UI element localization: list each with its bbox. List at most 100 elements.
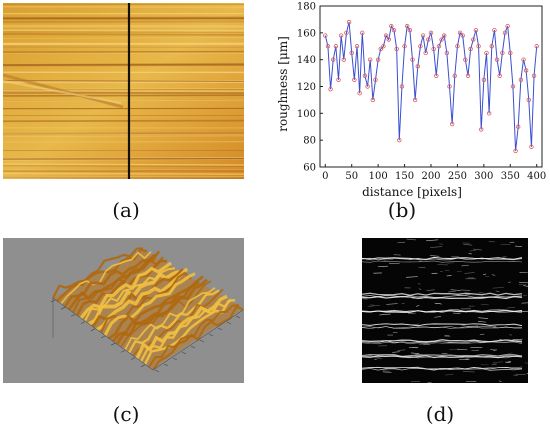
data-point: [518, 77, 524, 82]
data-point: [508, 50, 513, 56]
data-point: [465, 73, 471, 78]
data-point: [468, 46, 473, 52]
data-point: [412, 97, 418, 103]
binary-edge-image: [361, 238, 537, 384]
data-point: [431, 46, 436, 52]
y-axis-label: roughness [μm]: [276, 36, 290, 132]
data-point: [481, 77, 487, 82]
data-point: [531, 73, 537, 78]
data-point: [383, 33, 389, 38]
surface-3d-panel: [3, 238, 244, 383]
data-point: [333, 44, 339, 49]
data-point: [349, 50, 354, 56]
data-point: [505, 23, 510, 29]
data-point: [449, 121, 455, 127]
data-point: [338, 33, 344, 38]
data-point: [365, 84, 370, 89]
data-point: [336, 77, 341, 82]
plot-frame: [319, 5, 543, 168]
y-tick-label: 140: [297, 55, 316, 66]
data-point: [344, 30, 349, 36]
data-point: [523, 68, 529, 73]
data-point: [484, 50, 489, 56]
data-point: [360, 30, 365, 36]
caption-d: (d): [425, 402, 455, 426]
data-point: [502, 30, 508, 36]
data-point: [497, 73, 502, 78]
data-point: [399, 84, 405, 89]
data-point: [381, 44, 386, 49]
data-point: [420, 33, 426, 38]
data-point: [439, 37, 444, 42]
x-tick-label: 300: [474, 171, 493, 182]
x-tick-label: 200: [421, 171, 440, 182]
data-point: [516, 124, 521, 129]
data-point: [494, 57, 500, 62]
data-point: [397, 137, 402, 143]
data-point: [500, 50, 505, 56]
y-tick-label: 100: [297, 109, 316, 120]
data-point: [325, 44, 331, 49]
x-tick-label: 400: [527, 171, 546, 182]
data-point: [447, 84, 452, 89]
data-point: [534, 44, 539, 49]
data-point: [492, 27, 497, 33]
data-point: [529, 144, 534, 150]
data-point: [415, 64, 420, 69]
x-tick-label: 250: [448, 171, 467, 182]
x-tick-label: 50: [345, 171, 358, 182]
data-point: [386, 37, 391, 42]
x-tick-label: 100: [369, 171, 388, 182]
data-point: [391, 27, 397, 33]
data-point: [394, 46, 399, 52]
data-point: [341, 57, 346, 62]
x-tick-label: 350: [501, 171, 520, 182]
data-point: [457, 30, 463, 36]
caption-c: (c): [112, 402, 140, 426]
y-tick-label: 80: [303, 136, 316, 147]
data-point: [526, 97, 531, 103]
data-point: [373, 77, 378, 82]
micrograph-image: [3, 3, 244, 179]
data-point: [489, 44, 494, 49]
data-point: [368, 57, 373, 62]
data-point: [331, 57, 336, 62]
x-tick-label: 150: [395, 171, 414, 182]
data-point: [389, 23, 394, 29]
data-point: [328, 86, 333, 92]
data-point: [460, 33, 465, 38]
data-point: [405, 23, 410, 29]
data-point: [442, 33, 447, 38]
x-axis-label: distance [pixels]: [362, 185, 462, 199]
y-tick-label: 60: [303, 163, 316, 174]
data-point: [521, 57, 526, 62]
data-point: [476, 44, 481, 49]
caption-a: (a): [112, 198, 140, 222]
data-point: [407, 27, 413, 33]
surface-3d-image: [3, 238, 244, 383]
data-point: [418, 44, 423, 49]
data-point: [436, 44, 442, 49]
data-point: [357, 91, 362, 96]
data-point: [510, 84, 516, 89]
data-point: [486, 111, 492, 116]
data-point: [423, 50, 428, 56]
binary-edge-panel: [361, 238, 537, 384]
data-point: [473, 27, 479, 33]
x-tick-label: 0: [322, 171, 328, 182]
data-point: [434, 73, 439, 78]
data-point: [444, 50, 450, 56]
data-point: [375, 57, 381, 62]
roughness-chart-svg: 0 50 100 150 200 250 300 350 400 60 80 100 120 140 160…: [276, 2, 546, 200]
data-point: [402, 44, 407, 49]
data-point: [426, 37, 431, 42]
data-point: [463, 57, 468, 62]
data-point: [378, 46, 383, 52]
y-tick-label: 120: [297, 82, 316, 93]
data-point: [352, 77, 357, 82]
data-point: [471, 37, 476, 42]
data-point: [428, 30, 434, 36]
data-point: [455, 44, 460, 49]
caption-b: (b): [387, 198, 417, 222]
data-point: [452, 73, 457, 78]
